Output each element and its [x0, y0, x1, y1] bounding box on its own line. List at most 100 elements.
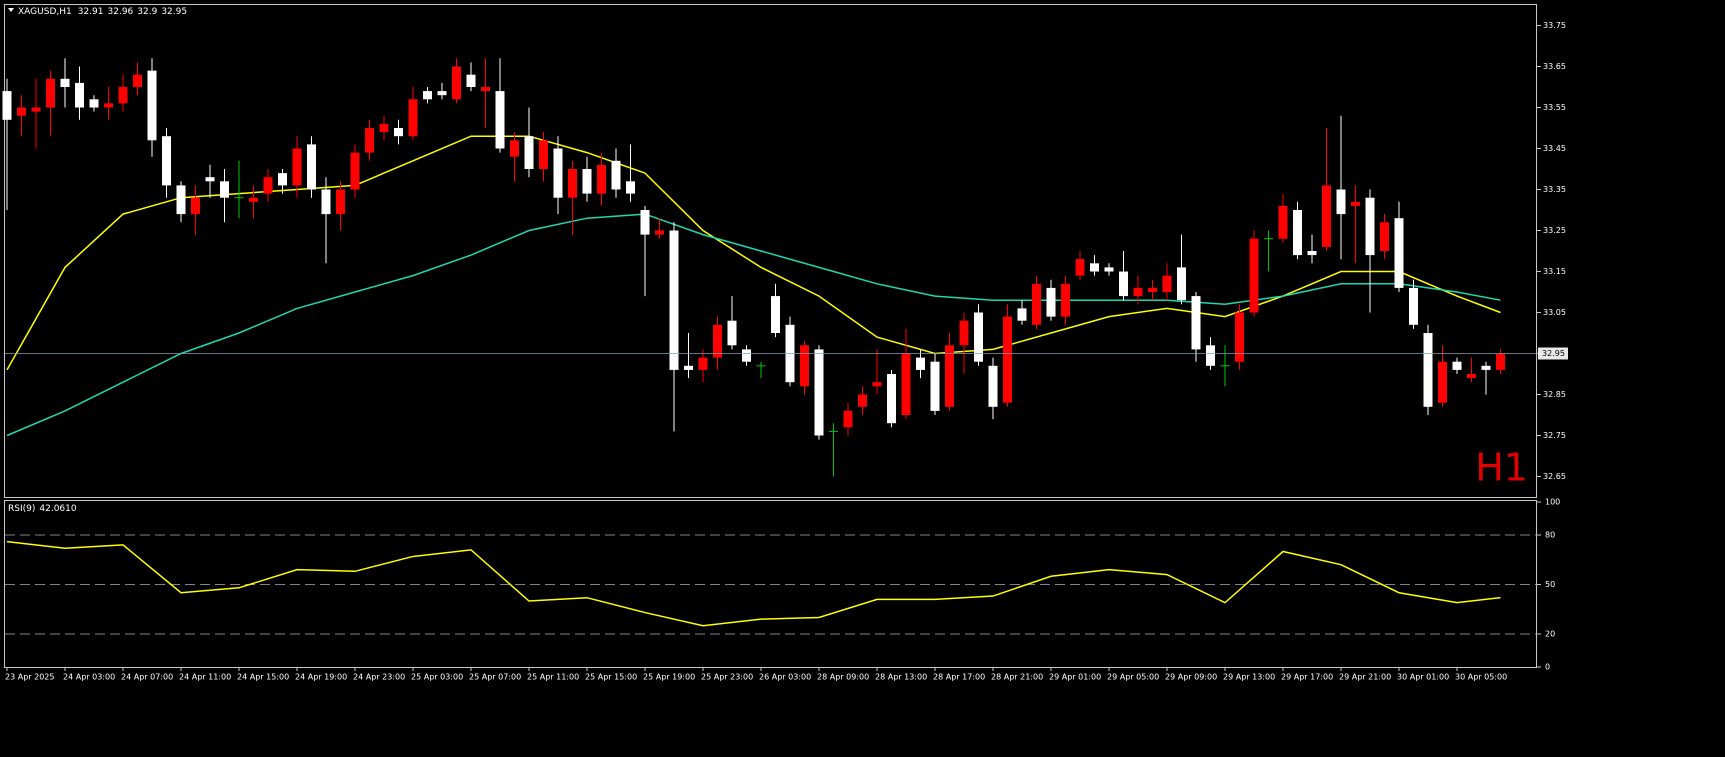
candle-body	[1046, 287, 1056, 317]
candle-body	[1380, 222, 1389, 251]
candle-body	[901, 353, 911, 415]
candle-body	[568, 169, 577, 198]
y-tick-label: 33.75	[1543, 21, 1566, 30]
x-tick-label: 24 Apr 15:00	[237, 673, 289, 682]
candle-body	[1467, 374, 1476, 379]
candle-body	[408, 99, 418, 137]
candle-body	[1365, 197, 1375, 256]
candle-body	[843, 410, 853, 428]
candle-body	[713, 324, 722, 358]
x-tick-label: 25 Apr 15:00	[585, 673, 637, 682]
candle-body	[814, 349, 824, 436]
candle-body	[263, 177, 273, 194]
candle-body	[1162, 275, 1172, 292]
y-tick-label: 32.75	[1543, 431, 1566, 440]
candle-body	[1336, 189, 1346, 215]
y-tick-label: 50	[1545, 580, 1555, 589]
candle-body	[249, 197, 258, 202]
candle-body	[887, 374, 896, 424]
candle-body	[147, 70, 157, 141]
x-tick-label: 29 Apr 05:00	[1107, 673, 1159, 682]
candle-body	[1090, 263, 1099, 272]
rsi-title: RSI(9)	[8, 504, 35, 514]
candle-body	[365, 128, 374, 153]
candle-body	[1206, 345, 1215, 366]
candle-body	[133, 74, 142, 87]
candle-body	[1351, 201, 1360, 206]
candle-body	[640, 210, 650, 235]
candle-body	[1017, 308, 1027, 321]
candle-body	[1293, 210, 1302, 256]
candle-body	[1394, 218, 1404, 288]
x-tick-label: 25 Apr 23:00	[701, 673, 753, 682]
x-tick-label: 25 Apr 07:00	[469, 673, 521, 682]
rsi-panel	[4, 500, 1537, 668]
candle-body	[916, 357, 925, 370]
candle-body	[1496, 353, 1505, 370]
x-tick-label: 23 Apr 2025	[5, 673, 54, 682]
candle-body	[1191, 296, 1201, 350]
y-tick-label: 33.45	[1543, 144, 1566, 153]
candle-body	[800, 345, 809, 387]
x-tick-label: 29 Apr 09:00	[1165, 673, 1217, 682]
candle-body	[771, 296, 780, 333]
candle-body	[31, 107, 41, 112]
candle-body	[524, 136, 534, 169]
candle-body	[988, 365, 998, 407]
candle-body	[597, 164, 606, 194]
candle-body	[118, 87, 128, 104]
candle-body	[727, 320, 737, 346]
x-tick-label: 25 Apr 03:00	[411, 673, 463, 682]
candle-body	[481, 87, 490, 92]
x-tick-label: 29 Apr 17:00	[1281, 673, 1333, 682]
candle-body	[89, 99, 99, 108]
candle-body	[394, 128, 403, 137]
timeframe-watermark: H1	[1475, 446, 1528, 490]
price-panel	[4, 4, 1537, 498]
x-tick-label: 29 Apr 13:00	[1223, 673, 1275, 682]
candle-body	[1438, 361, 1447, 403]
candle-body	[655, 230, 664, 235]
candle-body	[1032, 283, 1041, 325]
x-tick-label: 24 Apr 23:00	[353, 673, 405, 682]
candle-body	[1481, 365, 1491, 370]
candle-body	[1307, 251, 1317, 256]
candle-body	[1278, 205, 1288, 239]
candle-body	[1249, 238, 1259, 313]
candle-body	[46, 78, 55, 108]
candle-body	[611, 160, 621, 190]
y-tick-label: 100	[1545, 498, 1560, 507]
candle-body	[945, 345, 954, 407]
candle-body	[75, 82, 84, 108]
x-tick-label: 28 Apr 13:00	[875, 673, 927, 682]
price-header: XAGUSD,H1 32.91 32.96 32.9 32.95	[18, 7, 187, 17]
ohlc-low: 32.9	[137, 7, 157, 17]
menu-triangle[interactable]	[8, 8, 14, 12]
candle-body	[510, 140, 519, 157]
moving-average	[6, 135, 1501, 371]
candle-body	[423, 91, 432, 100]
x-tick-label: 28 Apr 17:00	[933, 673, 985, 682]
candle-body	[292, 148, 302, 186]
candle-body	[1235, 312, 1244, 362]
candle-body	[1061, 283, 1070, 317]
x-tick-label: 24 Apr 19:00	[295, 673, 347, 682]
candle-body	[1104, 267, 1114, 272]
ohlc-open: 32.91	[78, 7, 104, 17]
x-tick-label: 25 Apr 11:00	[527, 673, 579, 682]
candle-body	[162, 136, 171, 186]
x-tick-label: 30 Apr 01:00	[1397, 673, 1449, 682]
candle-body	[582, 169, 592, 194]
candle-body	[104, 103, 113, 108]
candle-body	[626, 181, 635, 194]
candle-body	[553, 148, 563, 198]
candle-body	[669, 230, 679, 370]
x-tick-label: 28 Apr 09:00	[817, 673, 869, 682]
candle-body	[379, 123, 389, 133]
last-price-label: 32.95	[1542, 349, 1565, 358]
candle-body	[930, 361, 940, 411]
candle-body	[220, 181, 229, 198]
candle-body	[974, 312, 983, 362]
candle-body	[858, 394, 867, 407]
